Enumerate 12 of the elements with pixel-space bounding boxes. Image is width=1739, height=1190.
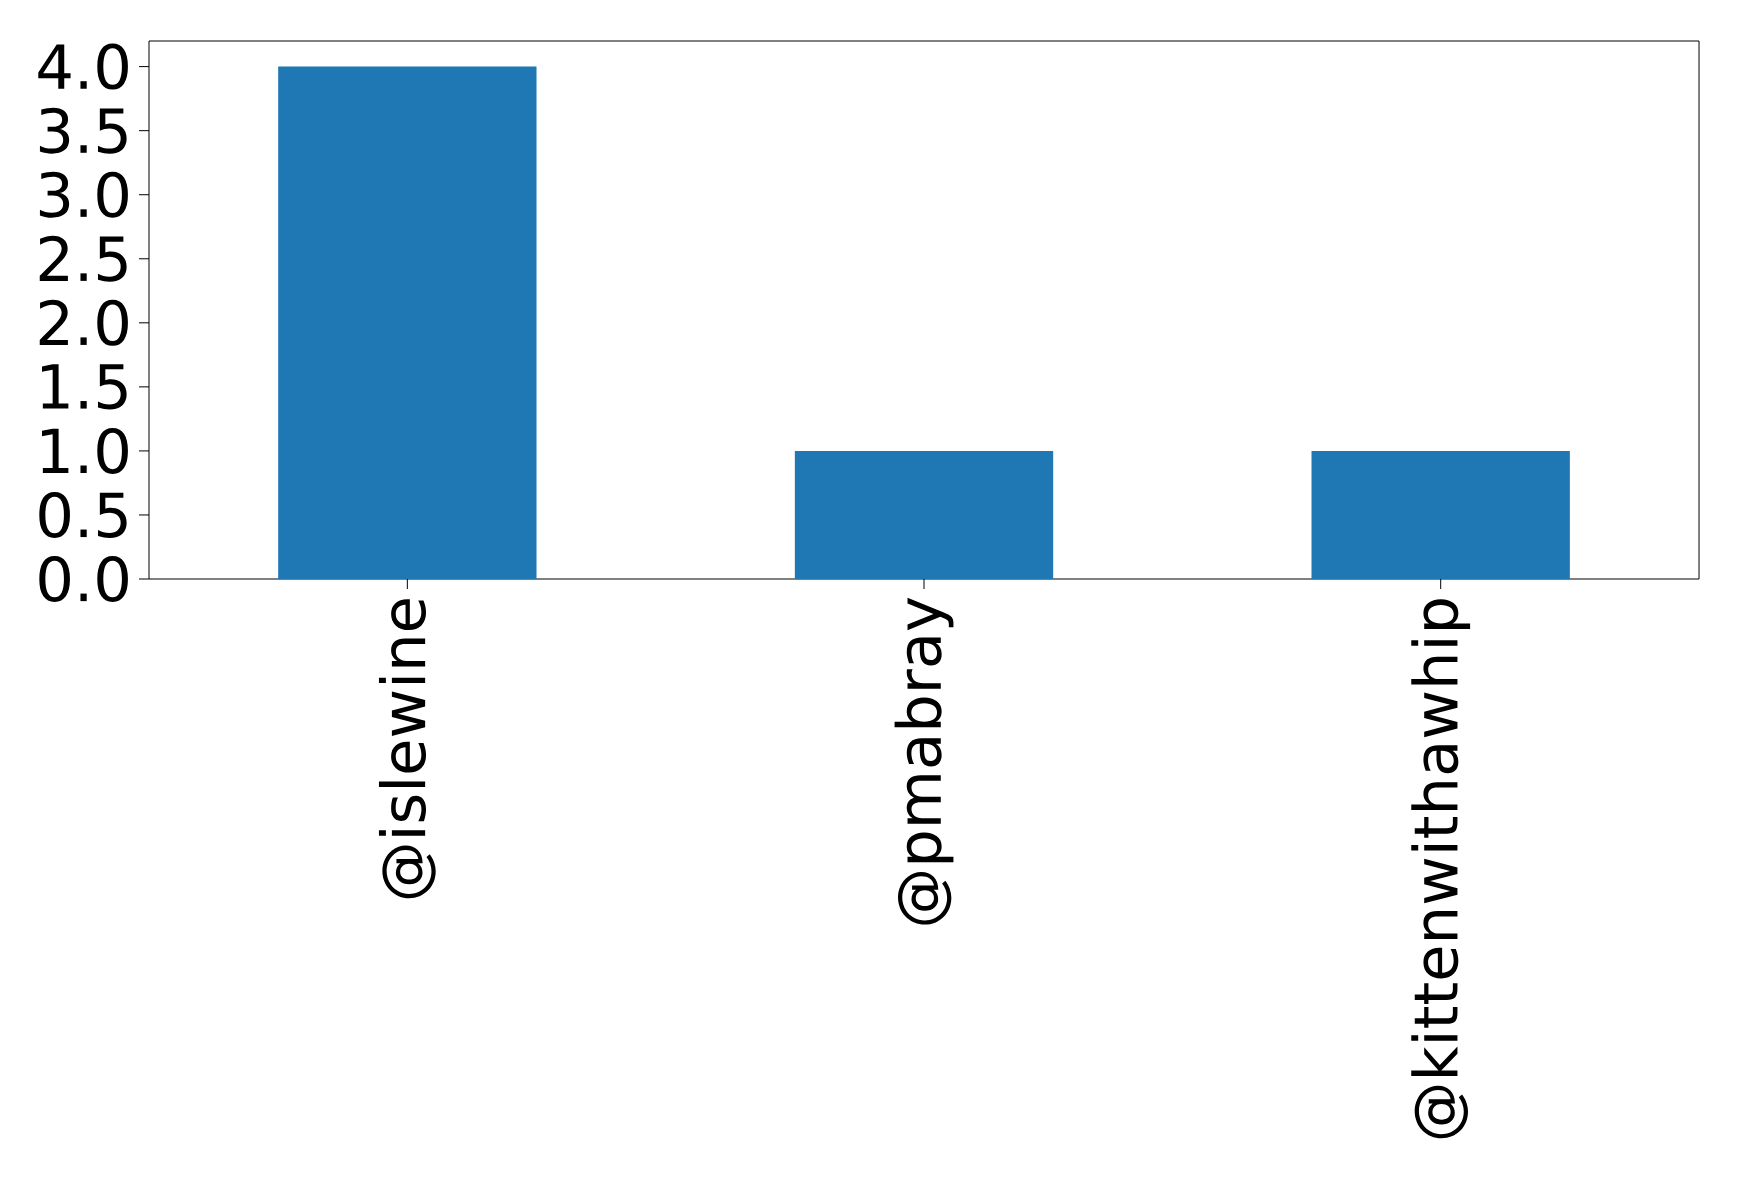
y-tick-label: 2.5 (39, 235, 127, 282)
y-tick-label: 1.0 (42, 427, 128, 474)
y-tick-label: 3.0 (39, 171, 128, 218)
y-tick-label: 1.5 (42, 364, 127, 410)
x-tick-label: @islewine (378, 599, 436, 899)
y-tick-label: 3.5 (39, 107, 127, 154)
x-tick-label: @kittenwithawhip (1411, 599, 1471, 1139)
y-tick-label: 0.5 (39, 491, 127, 538)
y-tick-label: 0.0 (39, 556, 128, 602)
y-tick-label: 2.0 (39, 299, 128, 346)
y-tick-label: 4.0 (38, 43, 128, 90)
x-tick-label: @pmabray (894, 597, 954, 925)
